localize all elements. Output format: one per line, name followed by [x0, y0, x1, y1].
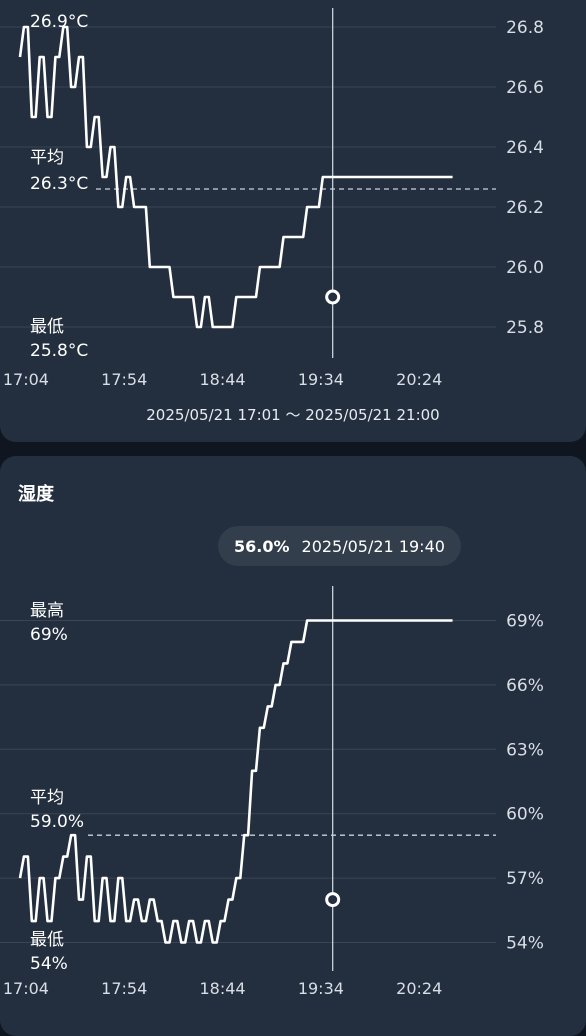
x-tick-label: 18:44 [199, 979, 245, 998]
selected-point-marker [325, 289, 341, 305]
x-tick-label: 18:44 [199, 370, 245, 389]
y-tick-label: 54% [506, 934, 544, 954]
temp-min-value: 25.8°C [30, 341, 88, 361]
humidity-card: 湿度 56.0% 2025/05/21 19:40 54% 57% 60% 63% 66… [0, 456, 586, 1036]
date-range: 2025/05/21 17:01 ～ 2025/05/21 21:00 [146, 406, 440, 424]
y-tick-label: 63% [506, 740, 544, 760]
series-line [18, 25, 453, 329]
humidity-title: 湿度 [18, 484, 54, 505]
y-tick-label: 25.8 [506, 318, 544, 338]
temp-max-value: 26.9°C [30, 12, 88, 32]
y-tick-label: 60% [506, 805, 544, 825]
y-tick-label: 26.6 [506, 78, 544, 98]
y-tick-label: 26.2 [506, 198, 544, 218]
x-tick-label: 17:04 [3, 370, 49, 389]
x-tick-label: 17:04 [3, 979, 49, 998]
temp-min-label: 最低 [30, 317, 64, 337]
hum-max-value: 69% [30, 625, 68, 645]
tooltip-value: 56.0% [234, 536, 290, 556]
hum-min-value: 54% [30, 954, 68, 974]
tooltip-time: 2025/05/21 19:40 [301, 536, 445, 556]
x-tick-label: 17:54 [101, 370, 147, 389]
hum-avg-label: 平均 [30, 788, 64, 808]
y-tick-label: 26.8 [506, 18, 544, 38]
humidity-tooltip: 56.0% 2025/05/21 19:40 [218, 526, 461, 566]
temperature-card: 25.8 26.0 26.2 26.4 26.6 26.8 17:04 17:54 18:44 1… [0, 0, 586, 442]
humidity-chart[interactable]: 54% 57% 60% 63% 66% 69% 17:04 17:54 18:44 19:34 20… [0, 456, 586, 1036]
hum-min-label: 最低 [30, 930, 64, 950]
temp-avg-label: 平均 [30, 148, 64, 168]
x-tick-label: 17:54 [101, 979, 147, 998]
y-tick-label: 26.0 [506, 258, 544, 278]
temp-avg-value: 26.3°C [30, 174, 88, 194]
y-tick-label: 57% [506, 869, 544, 889]
selected-point-marker [325, 892, 341, 908]
hum-max-label: 最高 [30, 601, 64, 621]
x-tick-label: 19:34 [298, 979, 344, 998]
x-tick-label: 20:24 [396, 370, 442, 389]
y-tick-label: 69% [506, 611, 544, 631]
x-tick-label: 20:24 [396, 979, 442, 998]
temperature-chart[interactable]: 25.8 26.0 26.2 26.4 26.6 26.8 17:04 17:54 18:44 1… [0, 0, 586, 442]
series-line [18, 619, 453, 944]
x-tick-label: 19:34 [298, 370, 344, 389]
hum-avg-value: 59.0% [30, 812, 84, 832]
y-tick-label: 66% [506, 676, 544, 696]
y-tick-label: 26.4 [506, 138, 544, 158]
